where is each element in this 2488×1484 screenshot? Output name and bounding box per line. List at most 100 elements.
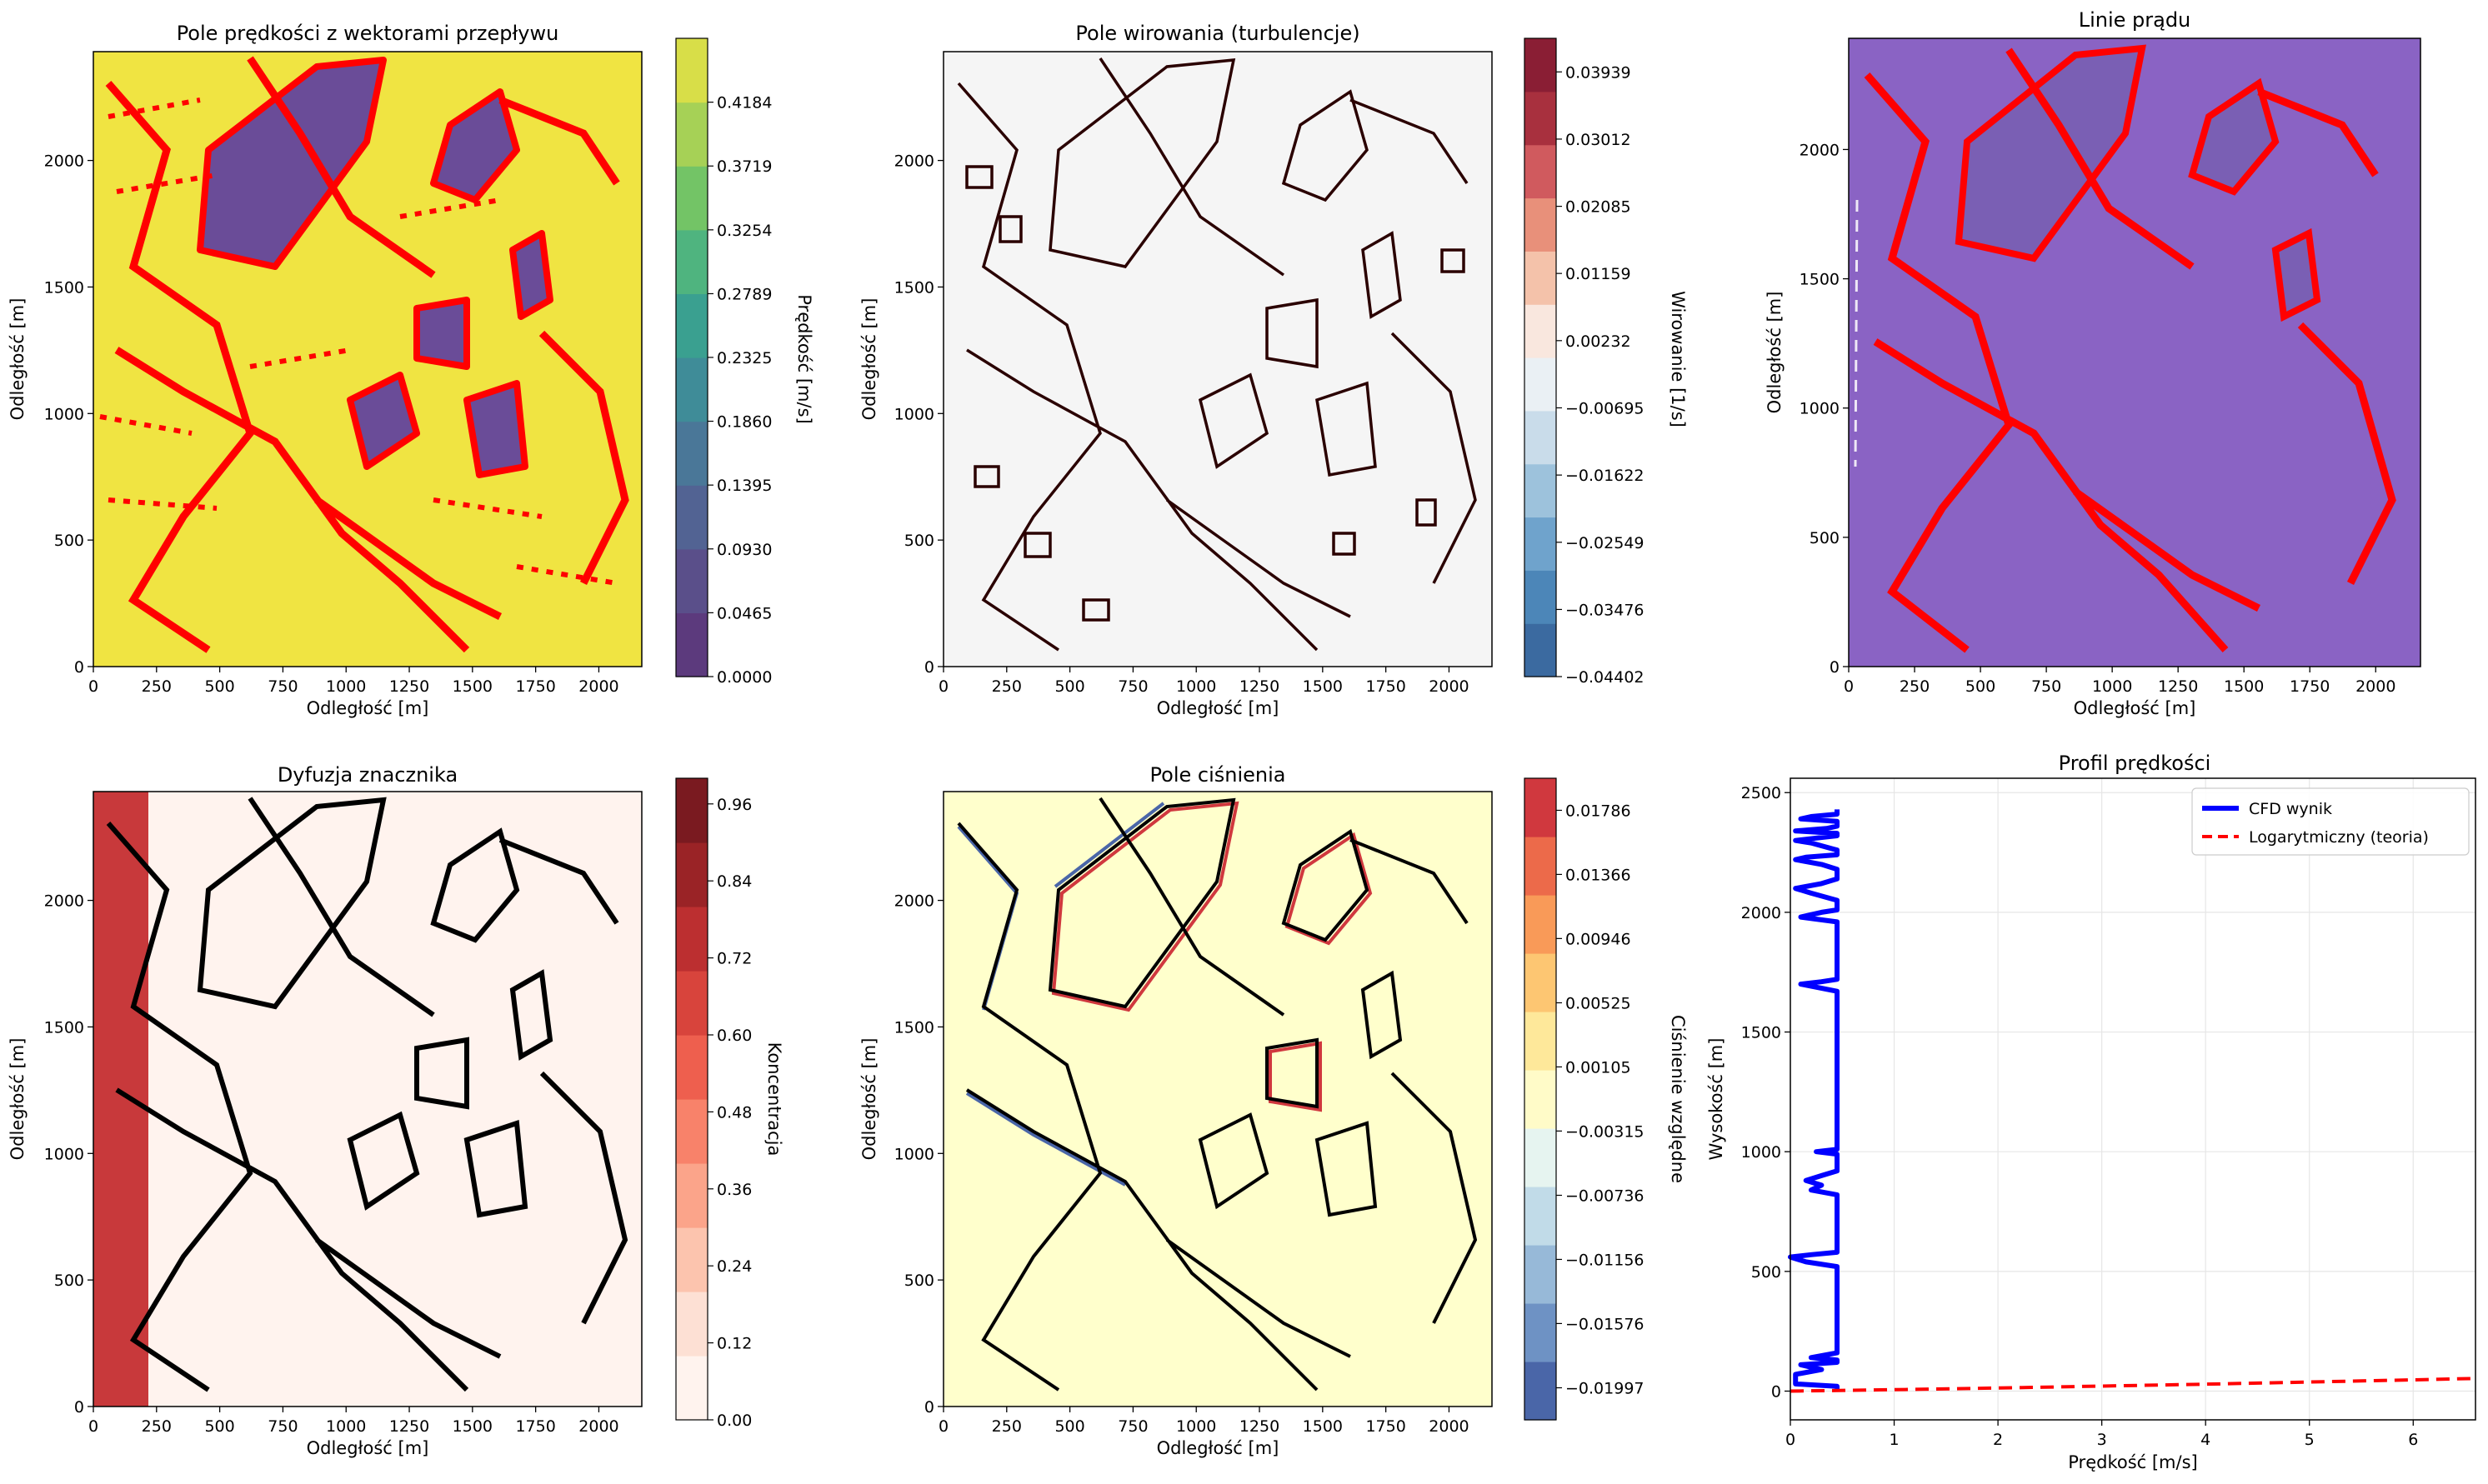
pressure-colorbar-band	[1524, 1362, 1556, 1421]
pressure-ytick-label: 1500	[894, 1018, 934, 1037]
tracer-y-ticks: 0 500 1000 1500 2000	[44, 892, 93, 1417]
pressure-colorbar-band	[1524, 778, 1556, 837]
velocity-colorbar-band	[676, 357, 708, 422]
velocity-field	[93, 52, 642, 667]
vorticity-xtick-label: 2000	[1429, 677, 1469, 696]
tracer-colorbar-tick-label: 0.12	[717, 1335, 752, 1353]
vorticity-ytick-label: 1500	[894, 278, 934, 297]
tracer-ytick-label: 1000	[44, 1145, 84, 1163]
tracer-ytick-label: 0	[74, 1398, 84, 1417]
velocity-colorbar-band	[676, 229, 708, 294]
pressure-colorbar-frame	[1524, 777, 1557, 1421]
profile-legend: CFD wynik Logarytmiczny (teoria)	[2191, 787, 2470, 856]
pressure-colorbar-tick-label: 0.00105	[1565, 1058, 1631, 1077]
streamlines-axes-frame	[1848, 37, 2421, 667]
vorticity-ylabel: Odległość [m]	[859, 298, 879, 421]
tracer-plume	[93, 792, 148, 1407]
pressure-colorbar-tick-label: 0.00525	[1565, 994, 1631, 1012]
vorticity-colorbar-label: Wirowanie [1/s]	[1668, 291, 1688, 427]
streamlines-xtick-label: 1250	[2158, 677, 2198, 696]
streamlines-x-ticks: 0 250 500 750 1000 1250 1500 1750 2000	[1844, 667, 2395, 696]
tracer-colorbar-band	[676, 1035, 708, 1100]
vorticity-colorbar-tick-label: 0.01159	[1565, 265, 1631, 283]
pressure-axes-frame	[943, 791, 1493, 1407]
vorticity-colorbar-frame	[1524, 37, 1557, 677]
tracer-ytick-label: 500	[54, 1272, 84, 1290]
velocity-ytick-label: 2000	[44, 152, 84, 171]
pressure-building-overlay	[957, 797, 1478, 1392]
tracer-xtick-label: 0	[88, 1417, 98, 1436]
profile-series	[1788, 809, 2476, 1393]
streamlines-ytick-label: 2000	[1800, 141, 1840, 159]
pressure-colorbar-label: Ciśnienie względne	[1668, 1015, 1688, 1183]
streamlines-xtick-label: 750	[2031, 677, 2061, 696]
streamlines-building-overlay	[1854, 44, 2396, 653]
velocity-colorbar-band	[676, 166, 708, 231]
streamlines-xtick-label: 1500	[2224, 677, 2264, 696]
tracer-colorbar-tick-label: 0.24	[717, 1257, 752, 1276]
streamlines-xtick-label: 2000	[2355, 677, 2395, 696]
profile-xtick-label: 0	[1785, 1431, 1795, 1449]
profile-ytick-label: 0	[1771, 1383, 1781, 1402]
velocity-xtick-label: 2000	[578, 677, 618, 696]
pressure-xtick-label: 1500	[1303, 1417, 1343, 1436]
velocity-xtick-label: 1000	[326, 677, 366, 696]
tracer-field	[93, 792, 642, 1407]
tracer-colorbar-label: Koncentracja	[764, 1042, 784, 1157]
profile-series-line-1	[1790, 1377, 2476, 1393]
velocity-colorbar-band	[676, 38, 708, 103]
tracer-colorbar-band	[676, 1163, 708, 1228]
streamlines-xtick-label: 1000	[2092, 677, 2132, 696]
pressure-colorbar-band	[1524, 1187, 1556, 1246]
pressure-colorbar-tick-label: 0.01786	[1565, 802, 1631, 820]
tracer-colorbar-tick-label: 0.60	[717, 1027, 752, 1045]
profile-xtick-label: 4	[2200, 1431, 2210, 1449]
pressure-xtick-label: 2000	[1429, 1417, 1469, 1436]
velocity-colorbar-band	[676, 612, 708, 677]
profile-xlabel: Prędkość [m/s]	[2068, 1452, 2197, 1472]
tracer-colorbar: 0.00 0.12 0.24 0.36 0.48 0.60 0.72 0.84 0.96	[675, 777, 752, 1430]
velocity-xtick-label: 0	[88, 677, 98, 696]
vorticity-colorbar-tick-label: 0.02085	[1565, 198, 1631, 217]
tracer-colorbar-tick-label: 0.72	[717, 950, 752, 968]
profile-legend-box	[2191, 787, 2470, 856]
vorticity-xtick-label: 1000	[1176, 677, 1216, 696]
streamlines-xtick-label: 0	[1844, 677, 1854, 696]
vorticity-xtick-label: 250	[992, 677, 1022, 696]
velocity-axes-frame	[93, 51, 643, 667]
streamlines-y-ticks: 0 500 1000 1500 2000	[1800, 141, 1849, 677]
profile-title: Profil prędkości	[2059, 752, 2211, 775]
pressure-xtick-label: 1750	[1365, 1417, 1405, 1436]
velocity-ytick-label: 1500	[44, 278, 84, 297]
profile-series-line-0	[1788, 809, 1840, 1392]
pressure-colorbar-band	[1524, 895, 1556, 954]
profile-xtick-label: 1	[1889, 1431, 1899, 1449]
velocity-colorbar-band	[676, 293, 708, 358]
tracer-colorbar-band	[676, 971, 708, 1036]
vorticity-colorbar-tick-label: 0.03939	[1565, 63, 1631, 82]
velocity-x-ticks: 0 250 500 750 1000 1250 1500 1750 2000	[88, 667, 619, 696]
velocity-colorbar-tick-label: 0.0465	[717, 604, 772, 622]
velocity-colorbar-band	[676, 102, 708, 167]
vorticity-xtick-label: 1750	[1365, 677, 1405, 696]
velocity-building-overlay	[99, 56, 629, 653]
tracer-colorbar-band	[676, 907, 708, 972]
pressure-ytick-label: 2000	[894, 892, 934, 911]
tracer-colorbar-band	[676, 1356, 708, 1421]
tracer-colorbar-band	[676, 778, 708, 843]
vorticity-colorbar-band	[1524, 410, 1556, 465]
velocity-xtick-label: 250	[142, 677, 172, 696]
vorticity-xlabel: Odległość [m]	[1157, 698, 1279, 718]
profile-legend-label: Logarytmiczny (teoria)	[2249, 828, 2429, 847]
panel-profile: Profil prędkości 0 1 2 3 4 5 6 0 500 1000 1500 200…	[1706, 752, 2476, 1472]
profile-xtick-label: 5	[2305, 1431, 2315, 1449]
streamlines-ytick-label: 500	[1810, 529, 1840, 547]
streamlines-xtick-label: 500	[1965, 677, 1995, 696]
vorticity-colorbar-band	[1524, 357, 1556, 412]
velocity-colorbar-tick-label: 0.3254	[717, 222, 772, 240]
vorticity-colorbar-band	[1524, 623, 1556, 677]
velocity-colorbar-band	[676, 421, 708, 486]
tracer-axes-frame	[93, 791, 643, 1407]
velocity-ytick-label: 1000	[44, 405, 84, 423]
